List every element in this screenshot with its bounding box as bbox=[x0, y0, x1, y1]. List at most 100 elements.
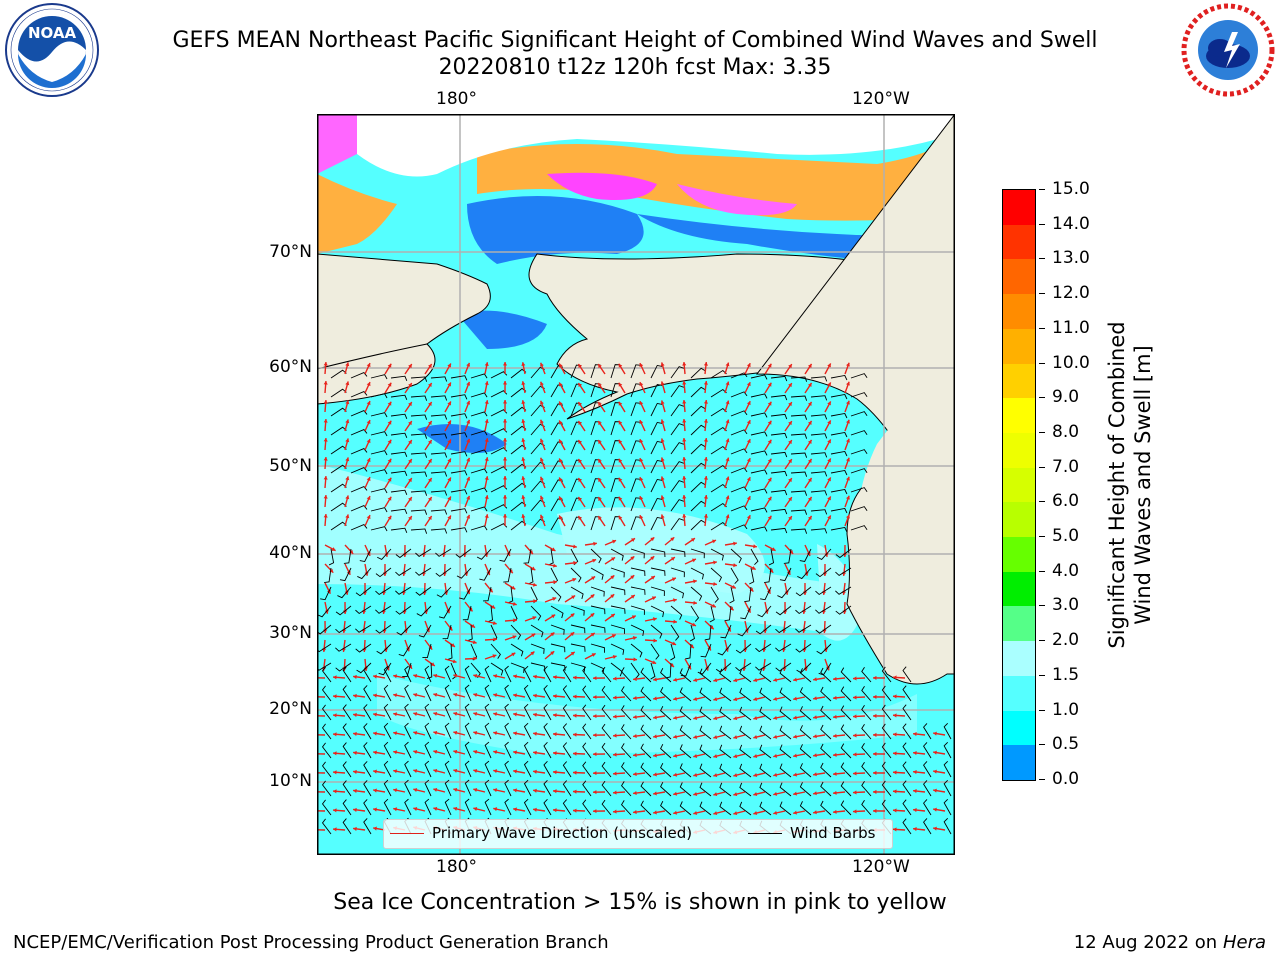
wave-arrow-head bbox=[559, 382, 563, 387]
wind-barb bbox=[840, 743, 852, 759]
wave-arrow-head bbox=[613, 809, 617, 814]
wave-arrow-head bbox=[833, 676, 837, 681]
wind-barb bbox=[739, 744, 752, 759]
wave-arrow-head bbox=[773, 677, 778, 682]
wave-arrow-head bbox=[513, 788, 517, 793]
wind-barb bbox=[779, 668, 792, 683]
colorbar-tick-label: 9.0 bbox=[1052, 387, 1080, 408]
top-lon-label-180: 180° bbox=[436, 89, 477, 109]
wind-barb bbox=[610, 624, 625, 634]
wave-arrow-head bbox=[353, 731, 357, 736]
wind-barb bbox=[404, 741, 412, 759]
wind-barb bbox=[775, 662, 792, 672]
wind-barb bbox=[759, 782, 772, 797]
wind-barb bbox=[601, 723, 612, 740]
wind-barb bbox=[430, 490, 448, 496]
wind-barb bbox=[650, 548, 666, 557]
wind-barb bbox=[464, 722, 472, 740]
wind-barb bbox=[820, 800, 832, 816]
footer-host: Hera bbox=[1222, 932, 1266, 953]
wind-barb bbox=[902, 666, 912, 683]
wind-barb bbox=[740, 605, 752, 620]
wind-barb bbox=[670, 586, 685, 599]
wave-arrow-head bbox=[712, 539, 716, 544]
wave-arrow-head bbox=[433, 787, 438, 792]
wind-barb bbox=[570, 567, 582, 583]
wind-barb bbox=[670, 624, 680, 641]
wind-barb bbox=[582, 704, 592, 721]
wind-barb bbox=[650, 497, 663, 512]
wind-barb bbox=[650, 478, 663, 493]
wind-barb bbox=[470, 525, 488, 531]
wave-arrow-head bbox=[753, 544, 757, 549]
wave-arrow-head bbox=[408, 440, 412, 445]
wave-arrow-head bbox=[618, 420, 623, 425]
wind-barb bbox=[470, 430, 488, 436]
wave-arrow-head bbox=[833, 790, 837, 795]
wind-barb bbox=[630, 624, 645, 637]
wave-arrow-head bbox=[539, 514, 544, 519]
wave-arrow-head bbox=[807, 496, 812, 501]
wave-arrow-head bbox=[598, 497, 602, 502]
wind-barb bbox=[376, 643, 392, 655]
wave-arrow-head bbox=[660, 362, 665, 367]
wind-barb bbox=[484, 703, 492, 721]
wind-barb bbox=[582, 761, 592, 778]
wind-barb bbox=[383, 779, 392, 797]
wave-arrow-head bbox=[331, 547, 336, 551]
wave-arrow-head bbox=[333, 827, 337, 832]
wave-arrow-head bbox=[413, 693, 418, 698]
wind-barb bbox=[640, 743, 652, 759]
wave-arrow-head bbox=[630, 595, 635, 599]
wind-barb bbox=[710, 567, 723, 582]
wave-arrow-head bbox=[703, 381, 708, 385]
wind-barb bbox=[562, 723, 572, 740]
wind-barb bbox=[799, 725, 812, 740]
wind-barb bbox=[504, 665, 512, 683]
wave-arrow-head bbox=[673, 715, 678, 720]
wave-arrow-head bbox=[613, 695, 617, 700]
wave-arrow-head bbox=[793, 677, 797, 682]
wave-arrow-head bbox=[610, 614, 615, 618]
wave-arrow-head bbox=[492, 654, 497, 659]
wind-barb bbox=[699, 725, 712, 740]
colorbar bbox=[1002, 189, 1036, 781]
wind-barb bbox=[335, 605, 352, 616]
wave-arrow-head bbox=[788, 459, 792, 464]
wave-arrow-head bbox=[703, 495, 708, 499]
wave-arrow-head bbox=[493, 674, 498, 679]
wind-barb bbox=[759, 763, 772, 778]
wave-arrow-head bbox=[853, 809, 857, 814]
wind-barb bbox=[523, 760, 532, 778]
wave-arrow-head bbox=[533, 788, 537, 793]
wave-arrow-head bbox=[413, 731, 418, 736]
wave-arrow-head bbox=[484, 553, 489, 557]
wave-arrow-head bbox=[733, 754, 738, 759]
wave-arrow-head bbox=[353, 807, 357, 812]
land-north-america-fill bbox=[857, 274, 955, 674]
wind-barb bbox=[359, 548, 372, 563]
wave-arrow-head bbox=[403, 629, 409, 633]
wave-arrow-head bbox=[590, 632, 595, 637]
wave-arrow-head bbox=[846, 400, 850, 405]
wind-barb bbox=[410, 471, 428, 477]
wave-arrow-head bbox=[703, 400, 708, 404]
wave-arrow-head bbox=[813, 715, 817, 720]
wind-barb bbox=[830, 488, 848, 495]
wind-barb bbox=[739, 725, 752, 740]
wave-arrow-head bbox=[492, 621, 497, 626]
wave-arrow-head bbox=[630, 575, 635, 580]
wave-arrow-head bbox=[428, 496, 432, 501]
wind-barb bbox=[630, 364, 641, 379]
colorbar-label: Significant Height of Combined Wind Wave… bbox=[1104, 295, 1156, 675]
wave-arrow-head bbox=[746, 439, 751, 444]
wind-barb bbox=[444, 703, 452, 721]
wind-barb bbox=[850, 525, 868, 531]
wave-arrow-head bbox=[472, 640, 477, 645]
wave-arrow-head bbox=[682, 400, 687, 404]
wave-arrow-head bbox=[591, 576, 596, 581]
wave-arrow-head bbox=[593, 541, 597, 546]
colorbar-tick-mark bbox=[1039, 466, 1045, 468]
wind-barb bbox=[342, 704, 352, 721]
wind-barb bbox=[620, 705, 632, 721]
